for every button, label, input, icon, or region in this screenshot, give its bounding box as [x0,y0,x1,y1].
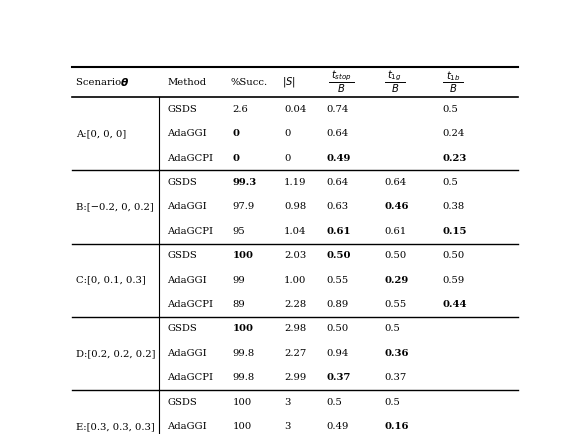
Text: 99.8: 99.8 [233,373,255,382]
Text: 0: 0 [233,154,240,163]
Text: AdaGCPI: AdaGCPI [167,373,213,382]
Text: 1.00: 1.00 [284,276,306,285]
Text: AdaGCPI: AdaGCPI [167,227,213,236]
Text: 3: 3 [284,422,290,431]
Text: $B$: $B$ [391,82,399,94]
Text: 0.29: 0.29 [384,276,409,285]
Text: $t_{1g}$: $t_{1g}$ [388,69,402,83]
Text: 0.5: 0.5 [384,398,400,407]
Text: 0.15: 0.15 [442,227,467,236]
Text: 0.36: 0.36 [384,349,409,358]
Text: 100: 100 [233,422,252,431]
Text: 0.24: 0.24 [442,129,465,138]
Text: 0: 0 [284,129,290,138]
Text: $|S|$: $|S|$ [282,75,295,89]
Text: 0.64: 0.64 [327,178,348,187]
Text: AdaGCPI: AdaGCPI [167,300,213,309]
Text: 2.6: 2.6 [233,105,248,114]
Text: 0.94: 0.94 [327,349,349,358]
Text: $B$: $B$ [449,82,457,94]
Text: 2.03: 2.03 [284,251,306,260]
Text: 0.89: 0.89 [327,300,348,309]
Text: 0: 0 [233,129,240,138]
Text: 0.50: 0.50 [384,251,407,260]
Text: 2.99: 2.99 [284,373,306,382]
Text: GSDS: GSDS [167,178,197,187]
Text: 0.50: 0.50 [442,251,465,260]
Text: 0.59: 0.59 [442,276,465,285]
Text: AdaGGI: AdaGGI [167,203,207,211]
Text: AdaGCPI: AdaGCPI [167,154,213,163]
Text: 0.44: 0.44 [442,300,467,309]
Text: 0.63: 0.63 [327,203,348,211]
Text: 1.19: 1.19 [284,178,306,187]
Text: 89: 89 [233,300,245,309]
Text: 1.04: 1.04 [284,227,306,236]
Text: Scenario:: Scenario: [77,78,128,87]
Text: GSDS: GSDS [167,325,197,333]
Text: %Succ.: %Succ. [230,78,268,87]
Text: $t_{stop}$: $t_{stop}$ [331,69,351,83]
Text: 0.55: 0.55 [327,276,348,285]
Text: 0.49: 0.49 [327,422,349,431]
Text: 100: 100 [233,325,253,333]
Text: AdaGGI: AdaGGI [167,422,207,431]
Text: 99: 99 [233,276,245,285]
Text: 0.16: 0.16 [384,422,409,431]
Text: 0.64: 0.64 [327,129,348,138]
Text: 0.55: 0.55 [384,300,407,309]
Text: C:[0, 0.1, 0.3]: C:[0, 0.1, 0.3] [77,276,146,285]
Text: 99.8: 99.8 [233,349,255,358]
Text: 0.38: 0.38 [442,203,465,211]
Text: 100: 100 [233,398,252,407]
Text: 95: 95 [233,227,245,236]
Text: 0.74: 0.74 [327,105,349,114]
Text: 0.5: 0.5 [327,398,342,407]
Text: 0.5: 0.5 [442,105,458,114]
Text: 0.98: 0.98 [284,203,306,211]
Text: 2.28: 2.28 [284,300,306,309]
Text: $\boldsymbol{\theta}$: $\boldsymbol{\theta}$ [120,76,129,88]
Text: E:[0.3, 0.3, 0.3]: E:[0.3, 0.3, 0.3] [77,422,155,431]
Text: 0.04: 0.04 [284,105,306,114]
Text: 3: 3 [284,398,290,407]
Text: GSDS: GSDS [167,105,197,114]
Text: 0.23: 0.23 [442,154,467,163]
Text: 0: 0 [284,154,290,163]
Text: 0.5: 0.5 [384,325,400,333]
Text: GSDS: GSDS [167,398,197,407]
Text: 97.9: 97.9 [233,203,255,211]
Text: AdaGGI: AdaGGI [167,349,207,358]
Text: D:[0.2, 0.2, 0.2]: D:[0.2, 0.2, 0.2] [77,349,156,358]
Text: A:[0, 0, 0]: A:[0, 0, 0] [77,129,127,138]
Text: 0.50: 0.50 [327,251,351,260]
Text: B:[−0.2, 0, 0.2]: B:[−0.2, 0, 0.2] [77,203,154,211]
Text: 0.46: 0.46 [384,203,409,211]
Text: 0.49: 0.49 [327,154,351,163]
Text: 0.64: 0.64 [384,178,407,187]
Text: Method: Method [167,78,206,87]
Text: 0.61: 0.61 [384,227,407,236]
Text: GSDS: GSDS [167,251,197,260]
Text: 2.27: 2.27 [284,349,306,358]
Text: AdaGGI: AdaGGI [167,129,207,138]
Text: 0.61: 0.61 [327,227,351,236]
Text: $t_{1b}$: $t_{1b}$ [446,69,460,83]
Text: AdaGGI: AdaGGI [167,276,207,285]
Text: 99.3: 99.3 [233,178,257,187]
Text: 2.98: 2.98 [284,325,306,333]
Text: 0.37: 0.37 [384,373,407,382]
Text: $B$: $B$ [337,82,345,94]
Text: 0.5: 0.5 [442,178,458,187]
Text: 100: 100 [233,251,253,260]
Text: 0.37: 0.37 [327,373,351,382]
Text: 0.50: 0.50 [327,325,348,333]
